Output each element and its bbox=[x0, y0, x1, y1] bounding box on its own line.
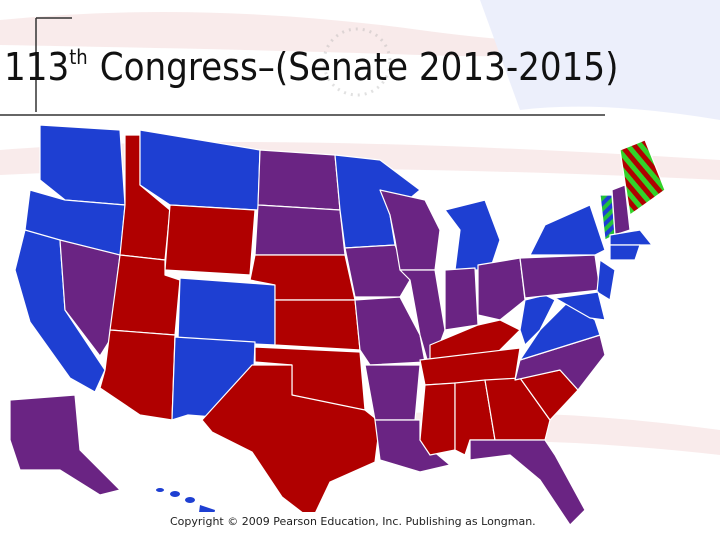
state bbox=[364, 364, 421, 421]
state bbox=[611, 184, 631, 236]
state bbox=[444, 267, 479, 331]
state bbox=[99, 329, 176, 421]
title: 113th Congress–(Senate 2013-2015) bbox=[4, 45, 619, 89]
state bbox=[139, 129, 261, 211]
state bbox=[469, 439, 586, 526]
state bbox=[344, 244, 411, 298]
state bbox=[9, 394, 121, 496]
copyright-bg bbox=[165, 512, 535, 530]
title-text: Congress–(Senate 2013-2015) bbox=[100, 45, 619, 89]
state bbox=[519, 294, 556, 346]
state bbox=[596, 259, 616, 301]
state bbox=[374, 419, 451, 473]
title-number: 113 bbox=[4, 45, 69, 89]
state bbox=[609, 244, 641, 261]
state bbox=[554, 291, 606, 321]
state bbox=[274, 299, 361, 351]
state bbox=[419, 382, 456, 456]
star-ring bbox=[322, 27, 392, 97]
state bbox=[164, 204, 256, 276]
state bbox=[619, 139, 666, 216]
title-suffix: th bbox=[69, 45, 87, 69]
state bbox=[519, 254, 601, 299]
state bbox=[477, 257, 526, 321]
state bbox=[484, 377, 551, 441]
state bbox=[59, 239, 121, 357]
state bbox=[257, 149, 341, 211]
state bbox=[529, 204, 606, 256]
us-map bbox=[9, 124, 666, 526]
state bbox=[201, 364, 381, 521]
state bbox=[254, 204, 346, 256]
copyright: Copyright © 2009 Pearson Education, Inc.… bbox=[170, 515, 536, 528]
state bbox=[39, 124, 126, 206]
state bbox=[444, 199, 501, 271]
state bbox=[609, 229, 653, 246]
state bbox=[177, 277, 276, 346]
